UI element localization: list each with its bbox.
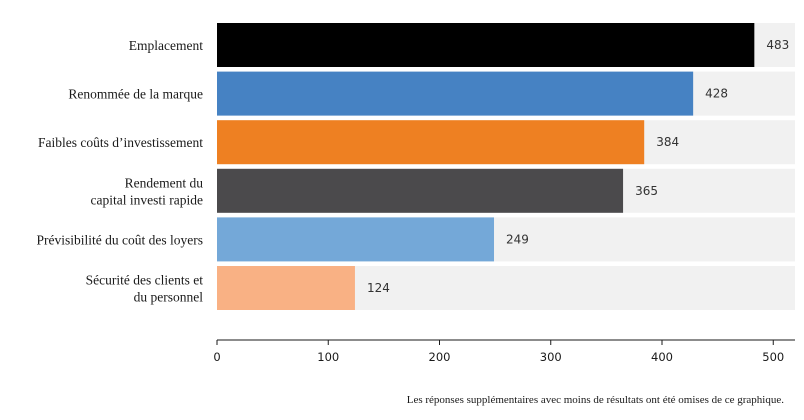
category-label: Renommée de la marque [68, 87, 203, 102]
bar [217, 217, 495, 262]
data-label: 428 [705, 87, 728, 101]
data-label: 384 [656, 135, 679, 149]
bar [217, 120, 645, 165]
data-label: 124 [367, 281, 390, 295]
x-tick-label: 100 [317, 350, 339, 364]
category-label: Prévisibilité du coût des loyers [37, 232, 203, 247]
bar [217, 71, 694, 116]
data-label: 365 [635, 184, 658, 198]
bar [217, 168, 624, 213]
category-label: Emplacement [129, 38, 203, 53]
bar [217, 23, 755, 67]
category-label: capital investi rapide [91, 192, 203, 207]
category-label: du personnel [134, 290, 204, 305]
chart-footnote: Les réponses supplémentaires avec moins … [406, 394, 784, 406]
category-label: Faibles coûts d’investissement [38, 135, 203, 150]
x-tick-label: 0 [213, 350, 220, 364]
x-tick-label: 300 [540, 350, 562, 364]
category-label: Rendement du [125, 175, 204, 190]
x-tick-label: 200 [429, 350, 451, 364]
x-tick-label: 500 [762, 350, 784, 364]
category-label: Sécurité des clients et [86, 273, 204, 288]
x-tick-label: 400 [651, 350, 673, 364]
data-label: 249 [506, 232, 529, 246]
data-label: 483 [766, 38, 789, 52]
bar [217, 266, 355, 310]
